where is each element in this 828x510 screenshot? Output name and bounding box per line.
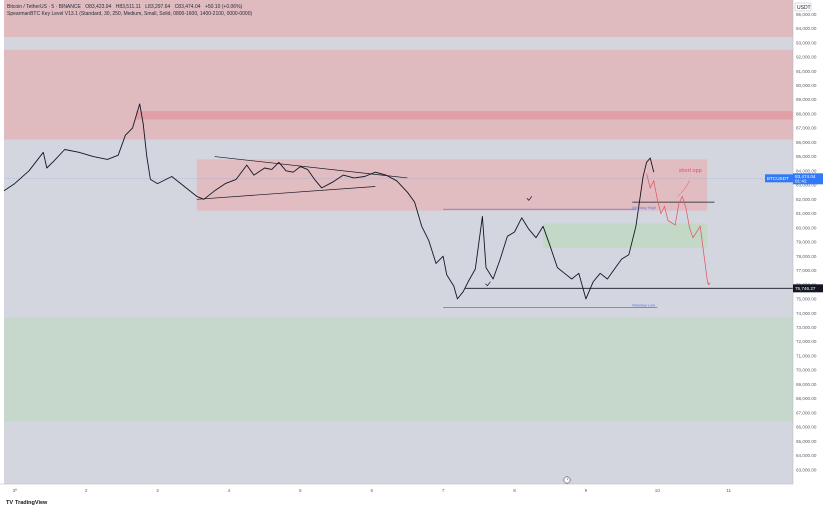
y-tick-label: 64,000.00: [796, 453, 817, 458]
zones-layer: [4, 0, 793, 422]
y-tick-label: 84,000.00: [796, 168, 817, 173]
projection-arrowhead: [706, 282, 711, 286]
monday-low-label: Monday Low: [632, 302, 655, 307]
price-axis[interactable]: [793, 0, 828, 510]
y-tick-label: 74,000.00: [796, 311, 817, 316]
x-tick-label: 7: [442, 488, 445, 493]
y-tick-label: 82,000.00: [796, 197, 817, 202]
checkmark-1: [526, 196, 533, 201]
short-opp-label: short opp: [679, 168, 702, 174]
triangle-lower-line: [196, 186, 376, 200]
short-opp-arrow: [677, 180, 690, 197]
indicator-label[interactable]: SpearmanBTC Key Level V13.1 (Standard, 3…: [7, 11, 253, 17]
currency-label: USDT: [797, 5, 811, 11]
price-series-line: [3, 103, 655, 300]
time-ticks: 3ª 2 3 4 5 6 7 8 9 10 11: [13, 488, 732, 493]
x-tick-label: 4: [228, 488, 231, 493]
zone-2: [136, 111, 793, 120]
x-tick-label: 3ª: [13, 488, 18, 493]
y-tick-label: 95,000.00: [796, 12, 817, 17]
y-tick-label: 71,000.00: [796, 353, 817, 358]
x-tick-label: 3: [156, 488, 159, 493]
projection-path: [646, 173, 711, 286]
symbol-name[interactable]: Bitcoin / TetherUS · 5 · BINANCE: [7, 4, 81, 10]
y-tick-label: 91,000.00: [796, 69, 817, 74]
x-tick-label: 2: [85, 488, 88, 493]
y-tick-label: 89,000.00: [796, 97, 817, 102]
x-tick-label: 9: [585, 488, 588, 493]
y-tick-label: 78,000.00: [796, 254, 817, 259]
price-ticks: 63,000.00 64,000.00 65,000.00 66,000.00 67,0…: [796, 12, 817, 473]
zone-1: [4, 49, 793, 140]
y-tick-label: 80,000.00: [796, 225, 817, 230]
tradingview-logo[interactable]: TV TradingView: [6, 500, 47, 506]
y-tick-label: 63,000.00: [796, 467, 817, 472]
y-tick-label: 88,000.00: [796, 111, 817, 116]
y-tick-label: 72,000.00: [796, 339, 817, 344]
symbol-tag-label: BTCUSDT: [767, 176, 789, 181]
change-value: +50.10 (+0.06%): [204, 4, 243, 10]
y-tick-label: 73,000.00: [796, 325, 817, 330]
currency-box[interactable]: [794, 2, 812, 12]
y-tick-label: 66,000.00: [796, 425, 817, 430]
indicator-header: SpearmanBTC Key Level V13.1 (Standard, 3…: [7, 11, 255, 17]
last-price-tag-bg: [793, 173, 823, 185]
level-tag-label: 75,746.27: [795, 286, 816, 291]
y-tick-label: 86,000.00: [796, 140, 817, 145]
high-value: H83,511.11: [115, 4, 141, 10]
zone-5: [4, 317, 793, 422]
y-tick-label: 94,000.00: [796, 26, 817, 31]
x-tick-label: 11: [726, 488, 731, 493]
x-tick-label: 10: [655, 488, 661, 493]
low-value: L83,297.64: [145, 4, 171, 10]
symbol-header: Bitcoin / TetherUS · 5 · BINANCE O83,423…: [7, 4, 245, 10]
level-tag-bg: [793, 284, 823, 293]
y-tick-label: 85,000.00: [796, 154, 817, 159]
levels-layer: [4, 178, 793, 308]
y-tick-label: 70,000.00: [796, 368, 817, 373]
y-tick-label: 93,000.00: [796, 40, 817, 45]
y-tick-label: 92,000.00: [796, 55, 817, 60]
checkmark-0: [485, 281, 491, 287]
triangle-pattern: [196, 156, 408, 200]
y-tick-label: 87,000.00: [796, 126, 817, 131]
monday-high-label: Monday High: [632, 205, 656, 210]
zone-0: [4, 0, 793, 38]
clock-hand: [566, 477, 569, 481]
x-tick-label: 5: [299, 488, 302, 493]
close-value: C83,474.04: [174, 4, 201, 10]
tradingview-icon: TV: [6, 500, 14, 506]
y-tick-label: 75,000.00: [796, 297, 817, 302]
last-price-tag-label: 83,474.04: [795, 174, 816, 179]
y-tick-label: 90,000.00: [796, 83, 817, 88]
y-tick-label: 67,000.00: [796, 410, 817, 415]
zone-3: [196, 159, 708, 211]
series-layer: [3, 103, 655, 300]
y-tick-label: 77,000.00: [796, 268, 817, 273]
countdown-label: 01:42: [795, 179, 807, 184]
x-tick-label: 8: [513, 488, 516, 493]
open-value: O83,423.94: [85, 4, 112, 10]
y-tick-label: 79,000.00: [796, 240, 817, 245]
time-axis[interactable]: [0, 484, 793, 510]
symbol-tag-bg: [765, 174, 793, 183]
y-tick-label: 81,000.00: [796, 211, 817, 216]
y-tick-label: 68,000.00: [796, 396, 817, 401]
y-tick-label: 65,000.00: [796, 439, 817, 444]
triangle-upper-line: [214, 156, 408, 179]
x-tick-label: 6: [370, 488, 373, 493]
y-tick-label: 83,000.00: [796, 183, 817, 188]
brand-name: TradingView: [15, 500, 48, 506]
zone-4: [543, 223, 708, 248]
projection-line: [646, 173, 710, 285]
annotations-layer: Monday High Monday Low short opp: [485, 168, 702, 307]
y-tick-label: 69,000.00: [796, 382, 817, 387]
